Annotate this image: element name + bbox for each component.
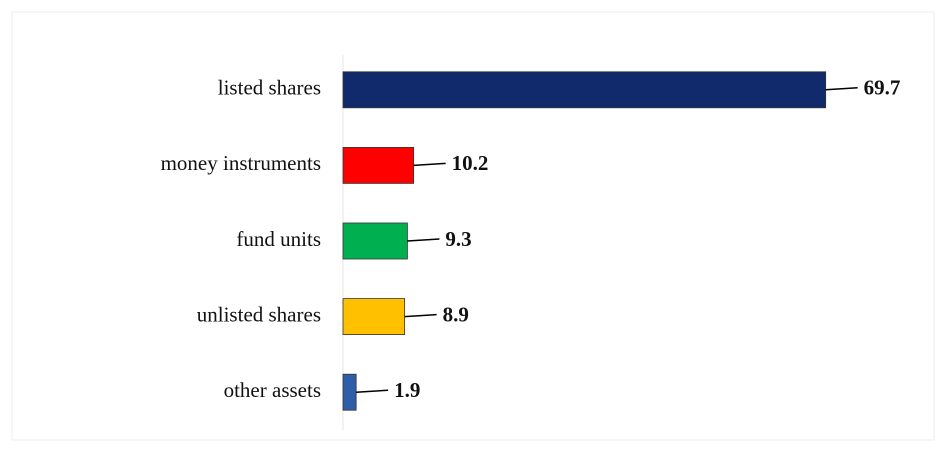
- value-label: 1.9: [394, 378, 420, 402]
- value-label: 69.7: [864, 76, 901, 100]
- value-label: 10.2: [452, 151, 489, 175]
- leader-line: [407, 238, 440, 242]
- category-label: fund units: [236, 227, 321, 251]
- category-label: listed shares: [218, 76, 321, 100]
- category-label: money instruments: [161, 151, 321, 175]
- leader-line: [404, 313, 437, 318]
- bar: [342, 71, 827, 109]
- bar: [342, 222, 408, 260]
- bar: [342, 373, 357, 411]
- value-label: 8.9: [443, 302, 469, 326]
- category-label: unlisted shares: [197, 302, 321, 326]
- leader-line: [825, 87, 858, 91]
- leader-line: [356, 389, 389, 393]
- bar: [342, 146, 415, 184]
- leader-line: [413, 162, 446, 167]
- value-label: 9.3: [445, 227, 471, 251]
- bar: [342, 298, 406, 336]
- category-label: other assets: [224, 378, 321, 402]
